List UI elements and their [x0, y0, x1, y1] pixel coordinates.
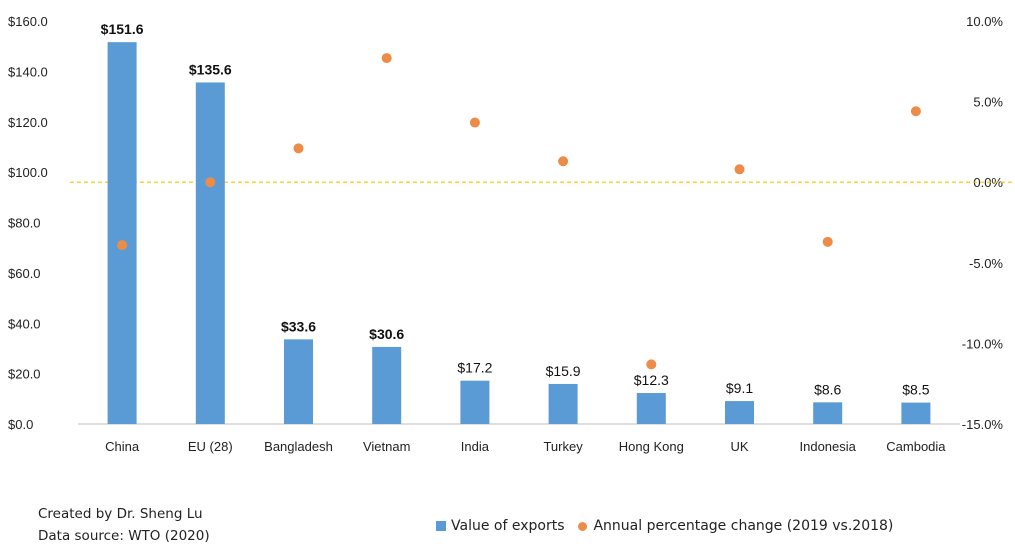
bar-value-label: $17.2 [457, 360, 492, 376]
category-label: Turkey [543, 439, 583, 454]
legend-dot-swatch [578, 521, 588, 531]
left-tick-label: $80.0 [8, 216, 41, 231]
category-label: UK [730, 439, 748, 454]
bar-data-labels: $151.6 $135.6 $33.6 $30.6 $17.2 $15.9 $12.3 $9.… [101, 21, 930, 397]
left-tick-label: $60.0 [8, 266, 41, 281]
data-source-note: Data source: WTO (2020) [38, 528, 210, 544]
category-label: Vietnam [363, 439, 410, 454]
legend-dot-label: Annual percentage change (2019 vs.2018) [593, 518, 894, 534]
scatter-point [293, 143, 304, 154]
category-labels: China EU (28) Bangladesh Vietnam India Turkey… [105, 439, 946, 454]
legend-bar-label: Value of exports [451, 518, 565, 534]
legend-bar-swatch [436, 521, 446, 531]
category-label: China [105, 439, 140, 454]
left-tick-label: $40.0 [8, 316, 41, 331]
bar-value-label: $9.1 [726, 380, 753, 396]
bar-value-label: $8.5 [902, 382, 929, 398]
bar [901, 402, 931, 424]
scatter-point [910, 106, 921, 117]
scatter-point [822, 236, 833, 247]
category-label: Hong Kong [619, 439, 684, 454]
bar [548, 383, 578, 424]
right-tick-label: 5.0% [973, 95, 1003, 110]
bar-value-label: $151.6 [101, 21, 144, 37]
bar [813, 402, 843, 424]
bar [725, 401, 754, 424]
scatter-point [117, 240, 128, 251]
bar-value-label: $135.6 [189, 61, 232, 77]
bar [636, 393, 666, 424]
bar [460, 380, 490, 424]
scatter-point [205, 177, 216, 188]
category-label: Indonesia [800, 439, 857, 454]
right-tick-label: 10.0% [966, 14, 1003, 29]
bar [195, 82, 225, 425]
category-label: India [461, 439, 490, 454]
right-tick-label: -10.0% [962, 336, 1004, 351]
bar-series [107, 42, 931, 425]
bar-value-label: $8.6 [814, 381, 841, 397]
bar-value-label: $30.6 [369, 326, 404, 342]
bar-value-label: $33.6 [281, 318, 316, 334]
left-axis-ticks: $0.0 $20.0 $40.0 $60.0 $80.0 $100.0 $120.0 $140… [8, 14, 48, 432]
right-axis-ticks: -15.0%-10.0%-5.0%0.0%5.0%10.0% [962, 14, 1004, 432]
right-tick-label: -15.0% [962, 417, 1004, 432]
bar [284, 339, 313, 424]
scatter-point [469, 117, 480, 128]
scatter-point [734, 164, 745, 175]
scatter-point [381, 53, 392, 64]
right-tick-label: -5.0% [969, 256, 1003, 271]
left-tick-label: $100.0 [8, 165, 48, 180]
bar-value-label: $12.3 [634, 372, 669, 388]
created-by-note: Created by Dr. Sheng Lu [38, 506, 203, 522]
scatter-point [646, 359, 657, 370]
category-label: Cambodia [886, 439, 946, 454]
left-tick-label: $20.0 [8, 367, 41, 382]
left-tick-label: $0.0 [8, 417, 33, 432]
scatter-point [558, 156, 569, 167]
scatter-series [117, 53, 921, 370]
left-tick-label: $120.0 [8, 115, 48, 130]
bar [372, 346, 402, 424]
category-label: Bangladesh [264, 439, 333, 454]
bar-value-label: $15.9 [546, 363, 581, 379]
left-tick-label: $160.0 [8, 14, 48, 29]
bar [107, 42, 137, 424]
legend: Value of exports Annual percentage chang… [436, 518, 893, 534]
category-label: EU (28) [188, 439, 233, 454]
left-tick-label: $140.0 [8, 64, 48, 79]
